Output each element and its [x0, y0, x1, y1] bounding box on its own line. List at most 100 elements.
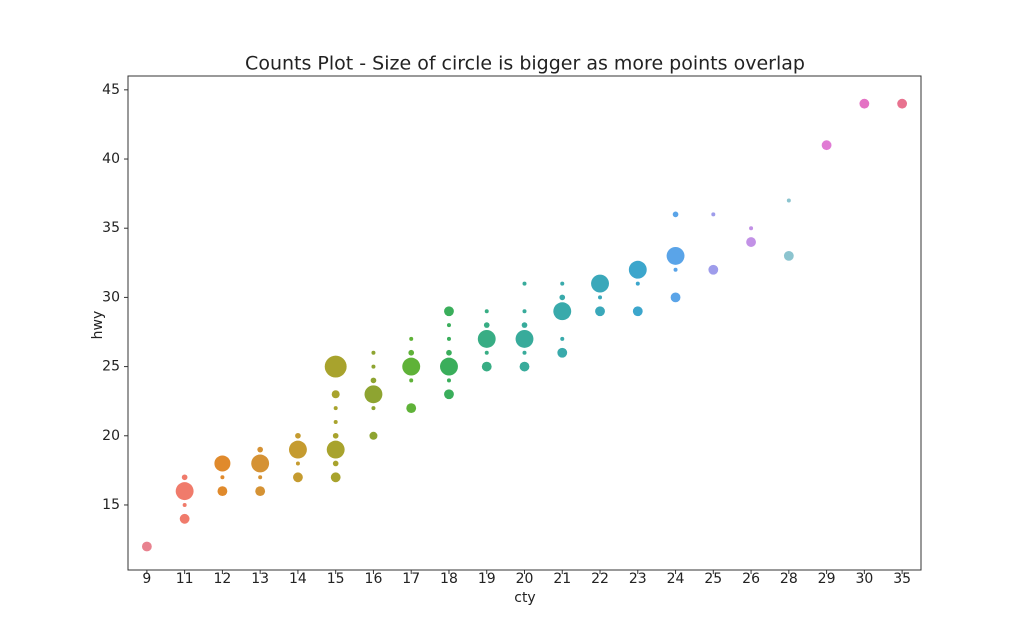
point: [632, 306, 643, 317]
y-tick-label: 45: [102, 82, 120, 98]
x-tick-label: 30: [855, 571, 873, 587]
x-tick-label: 29: [818, 571, 836, 587]
point: [444, 306, 454, 317]
point: [522, 350, 527, 355]
y-tick-label: 40: [102, 151, 120, 167]
x-tick-label: 11: [176, 571, 194, 587]
point: [370, 377, 377, 384]
point: [181, 474, 188, 481]
point: [402, 357, 421, 376]
x-tick-label: 17: [402, 571, 420, 587]
point: [521, 322, 528, 328]
point: [484, 350, 489, 355]
point: [484, 309, 489, 314]
point: [635, 281, 640, 286]
x-tick-label: 12: [213, 571, 231, 587]
point: [257, 446, 263, 453]
y-axis-label: hwy: [90, 311, 106, 340]
x-tick-label: 15: [327, 571, 345, 587]
point: [141, 541, 152, 552]
point: [821, 140, 832, 151]
point: [182, 502, 187, 507]
point: [406, 403, 417, 413]
point: [326, 440, 345, 459]
point: [522, 309, 527, 314]
point: [371, 406, 376, 411]
x-tick-label: 26: [742, 571, 760, 587]
y-tick-label: 15: [102, 497, 120, 513]
point: [591, 274, 609, 293]
point: [440, 357, 458, 376]
point: [288, 440, 307, 459]
point: [175, 482, 194, 501]
y-tick-label: 25: [102, 359, 120, 375]
x-tick-label: 25: [704, 571, 722, 587]
point: [214, 455, 231, 472]
x-tick-label: 19: [478, 571, 496, 587]
point: [446, 336, 451, 341]
point: [217, 486, 228, 497]
point: [673, 267, 678, 272]
point: [783, 250, 794, 261]
point: [483, 322, 490, 328]
point: [598, 295, 603, 300]
point: [332, 432, 339, 439]
point: [670, 292, 681, 303]
point: [559, 294, 566, 301]
x-tick-label: 21: [553, 571, 571, 587]
point: [444, 389, 454, 400]
point: [332, 460, 339, 467]
point: [293, 472, 303, 483]
point: [408, 349, 415, 356]
point: [446, 378, 451, 383]
chart-title: Counts Plot - Size of circle is bigger a…: [245, 53, 805, 75]
point: [560, 281, 565, 286]
point: [786, 198, 791, 203]
y-tick-label: 20: [102, 428, 120, 444]
point: [371, 350, 376, 355]
point: [409, 336, 414, 341]
point: [477, 329, 496, 348]
point: [295, 461, 300, 466]
point: [666, 246, 685, 265]
point: [255, 486, 266, 497]
x-tick-label: 28: [780, 571, 798, 587]
point: [333, 406, 338, 411]
x-tick-label: 9: [142, 571, 151, 587]
point: [522, 281, 527, 286]
point: [515, 329, 534, 348]
point: [251, 454, 270, 473]
x-tick-label: 20: [516, 571, 534, 587]
point: [371, 364, 376, 369]
point: [672, 211, 679, 218]
y-tick-label: 35: [102, 220, 120, 236]
point: [749, 226, 754, 231]
point: [330, 472, 341, 483]
x-tick-label: 16: [365, 571, 383, 587]
point: [595, 306, 605, 317]
point: [711, 212, 716, 217]
point: [295, 432, 301, 439]
point: [446, 323, 451, 328]
point: [258, 475, 263, 480]
x-tick-label: 13: [251, 571, 269, 587]
point: [409, 378, 414, 383]
point: [331, 390, 340, 399]
point: [481, 361, 492, 372]
x-tick-label: 22: [591, 571, 609, 587]
point: [628, 260, 647, 279]
point: [553, 302, 572, 321]
x-tick-label: 23: [629, 571, 647, 587]
point: [364, 385, 383, 404]
point: [446, 349, 452, 356]
x-tick-label: 24: [667, 571, 685, 587]
point: [333, 419, 338, 424]
point: [179, 513, 190, 524]
x-tick-label: 18: [440, 571, 458, 587]
point: [746, 237, 756, 247]
point: [324, 355, 347, 378]
point: [220, 475, 225, 480]
point: [369, 431, 378, 440]
x-axis-label: cty: [514, 590, 535, 606]
